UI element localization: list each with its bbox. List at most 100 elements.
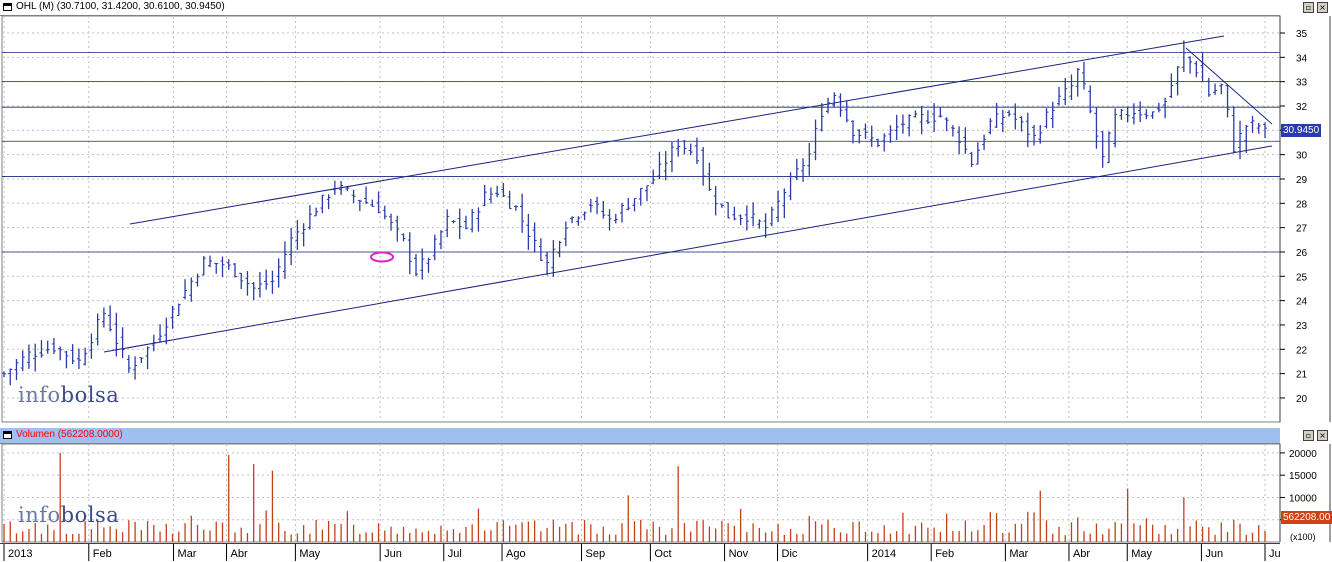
ohlc-bar bbox=[382, 205, 387, 220]
ohlc-bar bbox=[20, 350, 25, 372]
ohlc-bar bbox=[364, 186, 369, 205]
y-tick-label: 30 bbox=[1296, 151, 1308, 162]
watermark-bolsa: bolsa bbox=[60, 503, 120, 527]
ohlc-bar bbox=[108, 305, 113, 332]
watermark: infobolsa bbox=[18, 383, 119, 407]
ohlc-bar bbox=[488, 187, 493, 204]
ohlc-bar bbox=[1181, 40, 1186, 73]
ohlc-bar bbox=[126, 355, 131, 373]
ohlc-bar bbox=[1250, 115, 1255, 133]
close-button[interactable]: × bbox=[1317, 430, 1328, 441]
y-tick-label: 29 bbox=[1296, 175, 1308, 186]
ohlc-bar bbox=[282, 241, 287, 279]
ohlc-bar bbox=[769, 206, 774, 227]
ohlc-bar bbox=[826, 97, 831, 114]
ohlc-bar bbox=[520, 193, 525, 233]
ohlc-bar bbox=[395, 215, 400, 242]
ohlc-bar bbox=[39, 340, 44, 358]
ohlc-bar bbox=[513, 205, 518, 211]
ohlc-bar bbox=[307, 205, 312, 230]
ohlc-bar bbox=[913, 110, 918, 118]
ohlc-bar bbox=[220, 256, 225, 278]
y-tick-label: 21 bbox=[1296, 370, 1308, 381]
ohlc-bar bbox=[532, 222, 537, 253]
ohlc-bar bbox=[245, 271, 250, 296]
ohlc-bar bbox=[232, 262, 237, 278]
ohlc-bar bbox=[838, 93, 843, 117]
ohlc-bar bbox=[763, 213, 768, 238]
x-tick-label: 2014 bbox=[872, 548, 896, 560]
close-button[interactable]: × bbox=[1317, 2, 1328, 13]
ohlc-bar bbox=[476, 207, 481, 232]
ohlc-bar bbox=[158, 324, 163, 343]
watermark-info: info bbox=[18, 503, 61, 527]
ohlc-bar bbox=[994, 102, 999, 128]
ohlc-bar bbox=[451, 220, 456, 224]
x-tick-label: Abr bbox=[231, 548, 248, 560]
ohlc-bar bbox=[201, 255, 206, 276]
ohlc-bar bbox=[401, 233, 406, 242]
restore-button[interactable]: ▫ bbox=[1303, 2, 1314, 13]
ohlc-bar bbox=[295, 220, 300, 251]
ohlc-bar bbox=[757, 219, 762, 229]
ohlc-bar bbox=[301, 223, 306, 247]
ohlc-bar bbox=[738, 214, 743, 226]
ohlc-bar bbox=[744, 205, 749, 231]
ohlc-bar bbox=[1013, 103, 1018, 130]
ohlc-bar bbox=[782, 188, 787, 219]
ohlc-bar bbox=[33, 343, 38, 372]
ohlc-bar bbox=[957, 126, 962, 155]
ohlc-bar bbox=[607, 209, 612, 231]
ohlc-bar bbox=[713, 185, 718, 216]
x-tick-label: Feb bbox=[935, 548, 954, 560]
ohlc-bar bbox=[1150, 111, 1155, 119]
y-tick-label: 34 bbox=[1296, 53, 1308, 64]
ohlc-bar bbox=[707, 162, 712, 191]
ohlc-bar bbox=[463, 215, 468, 230]
volume-titlebar: Volumen (562208.0000) bbox=[0, 428, 1280, 444]
ohlc-bar bbox=[1256, 122, 1261, 134]
x-tick-label: Sep bbox=[586, 548, 606, 560]
ohlc-bar bbox=[58, 346, 63, 361]
ohlc-bar bbox=[357, 199, 362, 212]
ohlc-bar bbox=[1138, 101, 1143, 123]
ohlc-bar bbox=[70, 344, 75, 365]
ohlc-bar bbox=[894, 114, 899, 140]
ohlc-bar bbox=[950, 125, 955, 137]
ohlc-bar bbox=[669, 142, 674, 173]
window-icon bbox=[3, 3, 12, 11]
ohlc-bar bbox=[120, 327, 125, 359]
volume-title: Volumen (562208.0000) bbox=[16, 429, 123, 440]
y-tick-label: 28 bbox=[1296, 199, 1308, 210]
ohlc-bar bbox=[688, 143, 693, 156]
x-tick-label: Mar bbox=[1009, 548, 1028, 560]
ohlc-bar bbox=[208, 255, 213, 268]
restore-button[interactable]: ▫ bbox=[1303, 430, 1314, 441]
ohlc-bar bbox=[1056, 86, 1061, 106]
price-panel: 35343332313029282726252423222120 OHL (M)… bbox=[0, 0, 1332, 423]
ohlc-bar bbox=[1000, 109, 1005, 133]
ohlc-bar bbox=[1100, 131, 1105, 168]
ohlc-bar bbox=[663, 151, 668, 181]
y-tick-label: 10000 bbox=[1289, 493, 1317, 504]
ohlc-bar bbox=[1081, 61, 1086, 90]
ohlc-bar bbox=[694, 137, 699, 165]
x-axis-labels: 2013 Feb Mar Abr May Jun Jul Ago Sep Oct Nov Dic 201… bbox=[0, 544, 1280, 562]
y-tick-label: 32 bbox=[1296, 102, 1308, 113]
ohlc-bar bbox=[314, 207, 319, 217]
ohlc-bar bbox=[551, 240, 556, 278]
ohlc-bar bbox=[819, 103, 824, 132]
x-tick-label: Jul bbox=[1269, 548, 1280, 560]
ohlc-bar bbox=[526, 213, 531, 250]
ohlc-bar bbox=[257, 271, 262, 298]
ohlc-bar bbox=[582, 211, 587, 221]
ohlc-bar bbox=[145, 346, 150, 370]
ohlc-bar bbox=[1206, 77, 1211, 97]
ohlc-bar bbox=[832, 92, 837, 107]
ohlc-bar bbox=[14, 358, 19, 381]
ohlc-bar bbox=[214, 262, 219, 274]
y-tick-label: 33 bbox=[1296, 78, 1308, 89]
price-title: OHL (M) (30.7100, 31.4200, 30.6100, 30.9… bbox=[16, 1, 225, 12]
ohlc-bar bbox=[726, 202, 731, 219]
window-icon bbox=[3, 431, 12, 439]
